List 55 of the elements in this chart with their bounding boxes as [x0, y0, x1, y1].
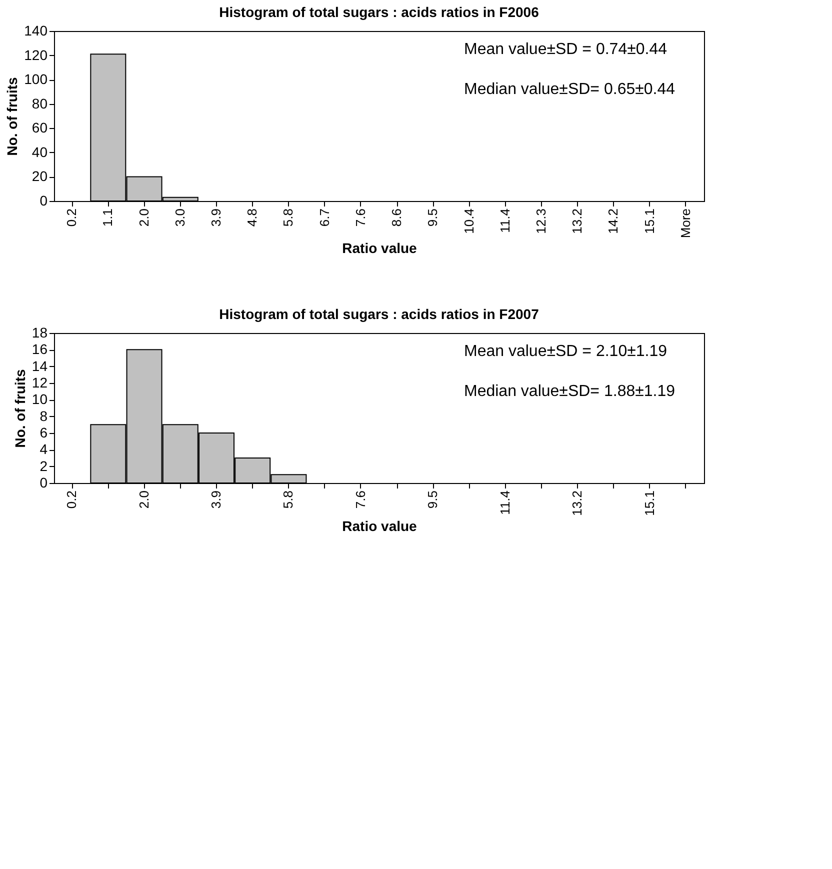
- x-tick-label: 3.0: [172, 208, 188, 227]
- x-tick-label: 11.4: [497, 490, 512, 515]
- x-tick-label: 13.2: [570, 208, 585, 234]
- x-tick-label: 5.8: [280, 490, 296, 509]
- y-tick-label: 100: [24, 71, 48, 88]
- annotation: Mean value±SD = 2.10±1.19: [464, 343, 668, 360]
- y-tick-label: 12: [32, 374, 48, 390]
- y-tick-label: 0: [40, 192, 48, 208]
- x-tick-label: 6.7: [316, 208, 332, 227]
- y-axis-title: No. of fruits: [4, 77, 20, 156]
- x-tick-label: 7.6: [352, 208, 368, 227]
- x-tick-label: 4.8: [244, 208, 260, 227]
- y-axis-title: No. of fruits: [12, 369, 28, 448]
- x-tick-label: 9.5: [425, 208, 440, 227]
- x-tick-label: 2.0: [136, 208, 152, 227]
- x-tick-label: 15.1: [642, 208, 657, 234]
- y-tick-label: 40: [32, 144, 48, 160]
- y-tick-label: 18: [32, 324, 48, 340]
- y-tick-label: 14: [32, 358, 48, 374]
- x-tick-label: 3.9: [208, 208, 224, 227]
- y-tick-label: 2: [40, 458, 48, 474]
- y-tick-label: 6: [40, 424, 48, 440]
- x-tick-label: More: [678, 208, 693, 238]
- x-tick-label: 2.0: [136, 490, 152, 509]
- y-tick-label: 120: [24, 46, 48, 63]
- x-tick-label: 9.5: [425, 490, 440, 509]
- annotation: Median value±SD= 0.65±0.44: [464, 81, 676, 98]
- annotation: Mean value±SD = 0.74±0.44: [464, 41, 668, 58]
- x-tick-label: 8.6: [389, 208, 404, 227]
- y-tick-label: 60: [32, 120, 48, 136]
- x-axis-title: Ratio value: [342, 518, 418, 534]
- y-tick-label: 140: [24, 22, 48, 38]
- y-tick-label: 16: [32, 341, 48, 358]
- y-tick-label: 8: [40, 408, 48, 424]
- x-tick-label: 5.8: [280, 208, 296, 227]
- x-tick-label: 3.9: [208, 490, 224, 509]
- x-tick-label: 12.3: [534, 208, 548, 234]
- x-axis-title: Ratio value: [342, 240, 418, 256]
- x-tick-label: 7.6: [352, 490, 368, 509]
- x-tick-label: 10.4: [461, 208, 476, 234]
- y-tick-label: 80: [32, 95, 48, 112]
- y-tick-label: 4: [40, 441, 48, 458]
- y-tick-label: 10: [32, 391, 48, 408]
- x-tick-label: 0.2: [64, 208, 80, 227]
- chart-title: Histogram of total sugars : acids ratios in F2007: [219, 306, 540, 322]
- x-tick-label: 14.2: [606, 208, 621, 234]
- annotation: Median value±SD= 1.88±1.19: [464, 383, 676, 400]
- x-tick-label: 13.2: [570, 490, 585, 516]
- y-tick-label: 0: [40, 474, 48, 490]
- chart-title: Histogram of total sugars : acids ratios in F2006: [219, 4, 540, 20]
- x-tick-label: 0.2: [64, 490, 80, 509]
- x-tick-label: 15.1: [642, 490, 657, 516]
- x-tick-label: 11.4: [497, 208, 512, 233]
- x-tick-label: 1.1: [100, 208, 116, 227]
- y-tick-label: 20: [32, 168, 48, 184]
